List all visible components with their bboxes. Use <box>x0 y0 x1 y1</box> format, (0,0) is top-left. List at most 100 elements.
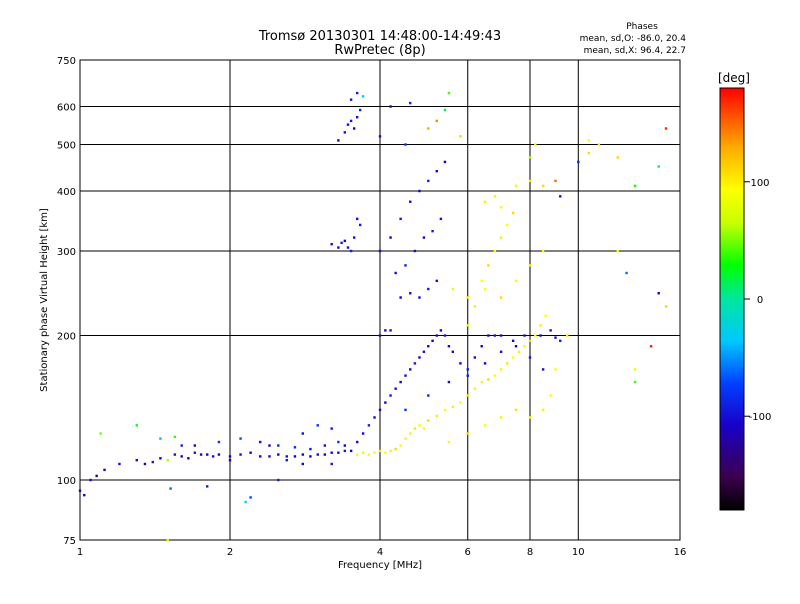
data-point <box>528 339 532 343</box>
data-point <box>384 329 387 332</box>
data-point <box>511 211 515 215</box>
data-point <box>187 457 190 460</box>
data-point <box>378 135 382 138</box>
data-point <box>399 444 402 447</box>
data-point <box>330 462 333 466</box>
x-tick-label: 1 <box>77 547 83 558</box>
data-point <box>301 432 305 435</box>
data-point <box>409 200 412 203</box>
data-point <box>394 447 397 451</box>
y-tick-label: 75 <box>63 536 76 547</box>
data-point <box>143 462 147 466</box>
data-point <box>358 108 362 112</box>
data-point <box>511 356 515 359</box>
colorbar <box>719 87 745 511</box>
data-point <box>193 444 197 447</box>
data-point <box>577 160 580 164</box>
data-point <box>309 455 312 458</box>
data-point <box>499 416 503 419</box>
data-point <box>355 217 359 221</box>
data-point <box>466 324 469 327</box>
data-point <box>323 453 327 456</box>
data-point <box>514 408 518 412</box>
data-point <box>483 287 487 291</box>
data-point <box>373 416 376 419</box>
y-tick-label: 100 <box>57 476 76 487</box>
data-point <box>135 458 138 462</box>
data-point <box>349 119 353 123</box>
data-point <box>418 296 421 299</box>
data-point <box>378 449 382 453</box>
data-point <box>466 432 469 435</box>
data-point <box>285 458 288 462</box>
colorbar-tick-label: -100 <box>749 412 772 423</box>
data-point <box>349 449 353 453</box>
data-point <box>355 453 359 456</box>
data-point <box>664 127 668 130</box>
data-point <box>239 437 242 440</box>
data-point <box>309 447 312 451</box>
data-point <box>487 378 490 381</box>
data-point <box>205 485 209 488</box>
data-point <box>259 455 262 458</box>
data-point <box>418 189 421 193</box>
data-point <box>404 374 407 377</box>
data-point <box>499 296 503 299</box>
data-point <box>367 453 371 456</box>
data-point <box>389 236 392 239</box>
data-point <box>544 314 547 317</box>
data-point <box>549 329 552 332</box>
data-point <box>352 127 356 130</box>
data-point <box>399 380 402 384</box>
data-point <box>166 538 169 542</box>
data-point <box>316 453 319 456</box>
data-point <box>616 156 619 159</box>
colorbar-tick-label: 0 <box>757 295 763 306</box>
data-point <box>367 424 371 427</box>
data-point <box>277 453 280 456</box>
data-point <box>409 432 412 435</box>
data-point <box>493 374 497 377</box>
data-point <box>394 387 397 390</box>
data-point <box>361 432 365 435</box>
data-point <box>427 127 430 130</box>
data-point <box>473 356 477 359</box>
data-point <box>427 419 430 422</box>
data-point <box>493 334 497 337</box>
data-point <box>559 339 562 343</box>
data-point <box>439 217 443 221</box>
data-point <box>330 242 333 246</box>
data-point <box>349 98 353 101</box>
data-point <box>389 105 392 108</box>
data-point <box>541 368 545 371</box>
data-point <box>597 143 601 146</box>
data-point <box>435 119 438 123</box>
data-point <box>205 453 209 456</box>
data-point <box>539 324 542 327</box>
data-point <box>346 246 350 249</box>
data-point <box>159 457 162 460</box>
data-point <box>151 460 155 464</box>
data-point <box>337 246 340 249</box>
data-point <box>427 345 430 348</box>
data-point <box>427 394 430 397</box>
data-point <box>480 345 483 348</box>
data-point <box>539 334 542 337</box>
data-point <box>541 408 545 412</box>
data-point <box>447 345 451 348</box>
data-point <box>517 350 521 353</box>
data-point <box>355 116 359 119</box>
data-point <box>249 451 252 454</box>
data-point <box>330 451 333 454</box>
data-point <box>505 223 509 227</box>
data-point <box>346 123 350 126</box>
data-point <box>549 394 552 397</box>
data-point <box>664 305 668 308</box>
data-point <box>268 444 271 447</box>
data-point <box>173 435 177 439</box>
data-point <box>394 271 397 275</box>
data-point <box>451 287 455 291</box>
data-point <box>499 334 503 337</box>
x-tick-label: 10 <box>572 547 585 558</box>
data-point <box>378 408 382 412</box>
